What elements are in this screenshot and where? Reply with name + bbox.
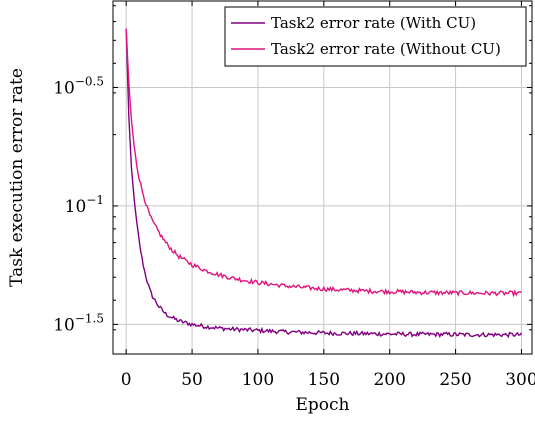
x-axis-label: Epoch bbox=[296, 395, 350, 415]
plot-frame bbox=[112, 0, 533, 355]
x-tick-label: 150 bbox=[308, 370, 340, 390]
x-tick-label: 100 bbox=[242, 370, 274, 390]
legend-entry: Task2 error rate (Without CU) bbox=[271, 40, 501, 58]
axis-ticks bbox=[113, 1, 532, 354]
legend-box bbox=[224, 6, 527, 67]
series-line-1 bbox=[125, 28, 523, 339]
x-tick-labels: 0 50 100 150 200 250 300 bbox=[121, 370, 535, 390]
series-lines bbox=[125, 28, 523, 339]
y-tick-labels: 10−0.5 10−1 10−1.5 bbox=[53, 74, 104, 335]
y-axis-label: Task execution error rate bbox=[7, 68, 27, 287]
legend: Task2 error rate (With CU) Task2 error ra… bbox=[224, 6, 527, 67]
series-line-2 bbox=[125, 28, 522, 298]
y-tick-label: 10−0.5 bbox=[53, 74, 104, 98]
legend-entry: Task2 error rate (With CU) bbox=[271, 14, 476, 32]
x-tick-label: 0 bbox=[121, 370, 132, 390]
x-tick-label: 250 bbox=[439, 370, 471, 390]
y-tick-label: 10−1.5 bbox=[53, 311, 104, 335]
x-tick-label: 200 bbox=[373, 370, 405, 390]
x-tick-label: 50 bbox=[181, 370, 203, 390]
y-tick-label: 10−1 bbox=[65, 193, 104, 217]
x-tick-label: 300 bbox=[505, 370, 535, 390]
